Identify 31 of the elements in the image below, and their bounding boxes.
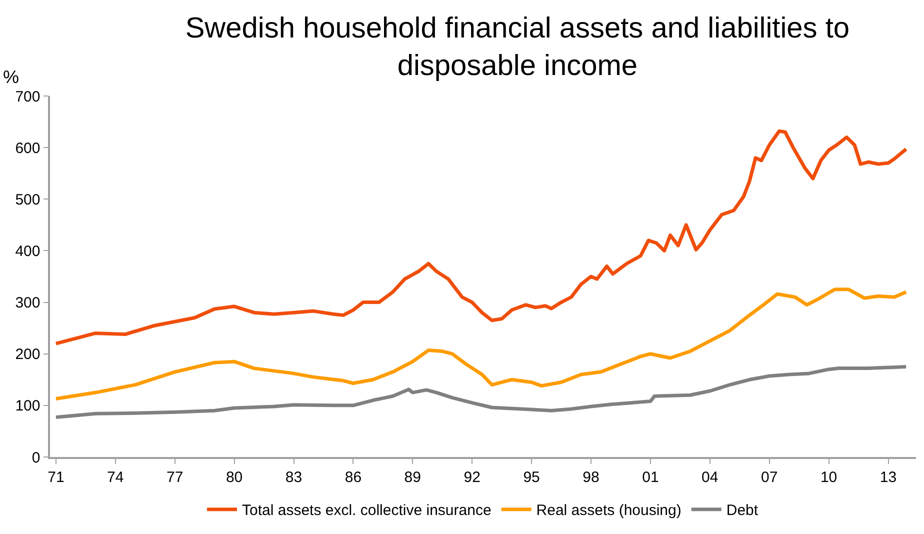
y-tick-label: 600 [15,140,40,157]
x-tick-label: 92 [464,468,480,486]
y-tick-label: 400 [15,242,40,260]
y-tick-label: 0 [32,449,40,466]
x-tick-label: 98 [582,468,600,486]
chart-title: Swedish household financial assets and liabilities to disposable income [185,12,850,82]
x-tick-label: 89 [404,468,421,486]
x-tick-label: 83 [285,468,302,486]
x-tick-label: 04 [702,468,718,486]
line-series [54,129,908,346]
x-tick-label: 74 [107,468,124,486]
x-tick-label: 07 [761,468,778,486]
x-tick-label: 77 [166,468,184,486]
y-tick-label: 500 [15,191,40,208]
x-tick-label: 01 [642,468,659,486]
legend-label: Total assets excl. collective insurance [242,502,492,520]
x-tick-label: 80 [226,468,243,486]
y-tick-label: 700 [15,88,40,106]
y-tick-label: 300 [15,294,40,312]
x-tick-label: 10 [820,468,838,486]
x-tick-label: 71 [48,468,64,486]
y-tick-label: 200 [15,346,40,364]
y-tick-label: 100 [15,398,40,415]
y-axis-title: % [3,67,20,87]
x-tick-label: 95 [523,468,540,486]
x-tick-label: 86 [344,468,362,486]
line-series [54,365,908,420]
legend-label: Real assets (housing) [536,502,682,520]
legend-label: Debt [726,502,759,520]
x-tick-label: 13 [880,468,897,486]
line-series [54,288,908,400]
